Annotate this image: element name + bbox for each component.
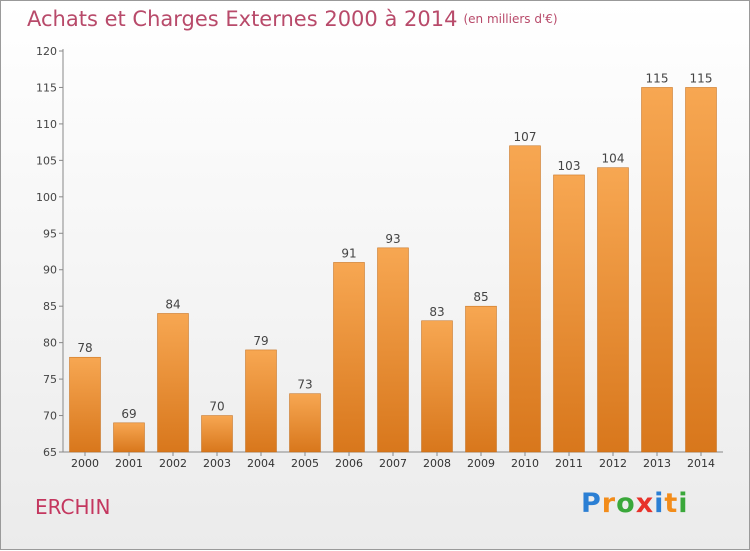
bar-value-label: 78 <box>77 341 92 355</box>
x-tick-label: 2012 <box>599 457 627 470</box>
logo-letter: o <box>616 488 636 519</box>
bar-value-label: 84 <box>165 297 180 311</box>
y-tick-label: 100 <box>36 191 57 204</box>
logo-letter: P <box>581 488 602 519</box>
y-tick-label: 95 <box>43 227 57 240</box>
bar-value-label: 79 <box>253 334 268 348</box>
x-tick-label: 2007 <box>379 457 407 470</box>
bar <box>641 87 673 453</box>
bar <box>509 145 541 453</box>
bar <box>465 305 497 453</box>
x-tick-label: 2001 <box>115 457 143 470</box>
bar <box>553 174 585 453</box>
logo-letter: r <box>601 488 617 519</box>
chart-subtitle: (en milliers d'€) <box>463 12 558 26</box>
y-tick-label: 115 <box>36 81 57 94</box>
chart-title: Achats et Charges Externes 2000 à 2014 (e… <box>27 7 558 31</box>
y-tick-label: 70 <box>43 410 57 423</box>
y-tick-label: 110 <box>36 118 57 131</box>
bar <box>245 349 277 453</box>
proxiti-logo: Proxiti <box>581 488 689 519</box>
y-tick-label: 75 <box>43 373 57 386</box>
bar-value-label: 115 <box>646 71 669 85</box>
bar <box>289 393 321 453</box>
y-tick-label: 65 <box>43 446 57 459</box>
bar-value-label: 73 <box>297 378 312 392</box>
x-tick-label: 2004 <box>247 457 275 470</box>
bar <box>421 320 453 453</box>
x-tick-label: 2013 <box>643 457 671 470</box>
bar-value-label: 107 <box>514 130 537 144</box>
x-tick-label: 2002 <box>159 457 187 470</box>
y-tick-label: 105 <box>36 154 57 167</box>
commune-name: ERCHIN <box>35 495 111 519</box>
x-tick-label: 2009 <box>467 457 495 470</box>
bar <box>333 262 365 453</box>
bar-value-label: 103 <box>558 159 581 173</box>
bar-value-label: 69 <box>121 407 136 421</box>
logo-letter: x <box>635 488 655 519</box>
bar <box>157 313 189 453</box>
y-tick-label: 120 <box>36 45 57 58</box>
bar <box>69 356 101 453</box>
bar-value-label: 70 <box>209 400 224 414</box>
x-tick-label: 2003 <box>203 457 231 470</box>
x-tick-label: 2010 <box>511 457 539 470</box>
logo-letter: i <box>678 488 689 519</box>
bar <box>113 422 145 453</box>
bar-value-label: 91 <box>341 246 356 260</box>
logo-letter: i <box>654 488 665 519</box>
logo-letter: t <box>664 488 679 519</box>
bar-value-label: 83 <box>429 305 444 319</box>
y-tick-label: 90 <box>43 264 57 277</box>
bar <box>685 87 717 453</box>
bar <box>597 167 629 453</box>
x-tick-label: 2006 <box>335 457 363 470</box>
bar <box>377 247 409 453</box>
bar-value-label: 93 <box>385 232 400 246</box>
x-tick-label: 2014 <box>687 457 715 470</box>
x-tick-label: 2000 <box>71 457 99 470</box>
y-tick-label: 85 <box>43 300 57 313</box>
x-tick-label: 2008 <box>423 457 451 470</box>
chart-title-text: Achats et Charges Externes 2000 à 2014 <box>27 7 458 31</box>
bar-value-label: 85 <box>473 290 488 304</box>
x-tick-label: 2005 <box>291 457 319 470</box>
bar <box>201 415 233 453</box>
bar-value-label: 115 <box>690 71 713 85</box>
x-tick-label: 2011 <box>555 457 583 470</box>
bar-value-label: 104 <box>602 152 625 166</box>
y-tick-label: 80 <box>43 337 57 350</box>
